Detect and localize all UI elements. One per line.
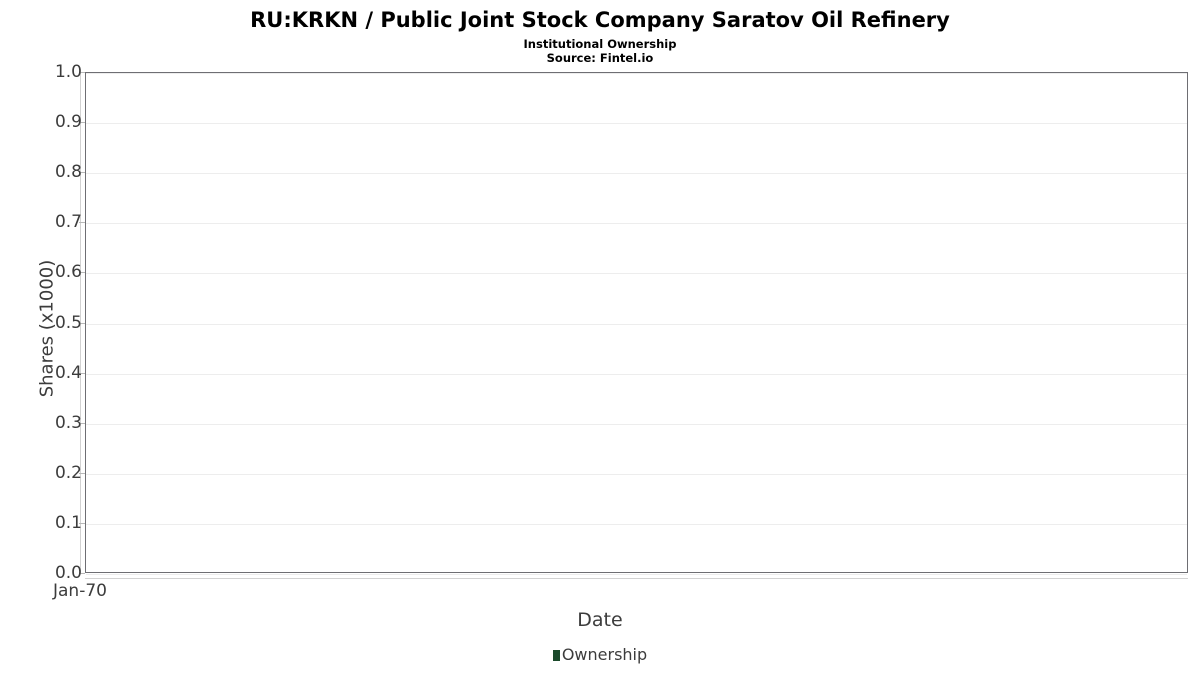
y-axis-tick-label: 0.8	[54, 162, 82, 183]
plot-area	[85, 72, 1188, 575]
page-title: RU:KRKN / Public Joint Stock Company Sar…	[250, 8, 950, 32]
x-axis-underline	[85, 578, 1188, 579]
y-axis-tick	[79, 272, 85, 274]
x-axis-title: Date	[577, 609, 623, 631]
y-axis-title: Shares (x1000)	[36, 259, 58, 398]
y-axis-tick	[79, 122, 85, 124]
gridline	[86, 73, 1187, 74]
y-axis-tick-label: 0.0	[54, 563, 82, 583]
y-axis-tick	[79, 322, 85, 324]
y-axis-tick-label: 0.3	[54, 412, 82, 433]
y-axis-tick-label: 0.1	[54, 512, 82, 533]
legend-item-label: Ownership	[561, 645, 648, 664]
gridline	[86, 323, 1187, 325]
y-axis-tick-label: 0.5	[54, 312, 82, 333]
gridline	[86, 273, 1187, 275]
chart-legend: Ownership	[0, 646, 1200, 664]
series-layer	[86, 73, 1187, 572]
y-axis-tick-label: 0.6	[54, 262, 82, 283]
gridline	[86, 473, 1187, 475]
gridline	[86, 423, 1187, 425]
y-axis-tick-label: 0.4	[54, 362, 82, 383]
y-axis-tick	[79, 222, 85, 224]
gridline	[86, 223, 1187, 225]
y-axis-tick	[79, 72, 85, 73]
legend-item-ownership[interactable]: Ownership	[552, 645, 648, 664]
y-axis-tick	[79, 573, 85, 574]
chart-subtitle: Institutional Ownership	[523, 37, 677, 51]
y-axis-tick-label: 0.7	[54, 212, 82, 233]
y-axis-tick	[79, 522, 85, 524]
chart-header: RU:KRKN / Public Joint Stock Company Sar…	[0, 0, 1200, 65]
y-axis-tick-label: 1.0	[54, 62, 82, 82]
gridline	[86, 123, 1187, 125]
y-axis-tick-label: 0.9	[54, 112, 82, 133]
y-axis-tick	[79, 172, 85, 174]
gridline	[86, 173, 1187, 175]
chart-source-credit: Source: Fintel.io	[546, 51, 654, 65]
gridline	[86, 373, 1187, 375]
gridline	[86, 574, 1187, 575]
x-axis-tick-label: Jan-70	[53, 581, 107, 601]
legend-swatch-icon	[552, 649, 560, 661]
y-axis-tick	[79, 472, 85, 474]
y-axis-tick	[79, 422, 85, 424]
y-axis-tick	[79, 372, 85, 374]
y-axis-tick-label: 0.2	[54, 462, 82, 483]
gridline	[86, 523, 1187, 525]
